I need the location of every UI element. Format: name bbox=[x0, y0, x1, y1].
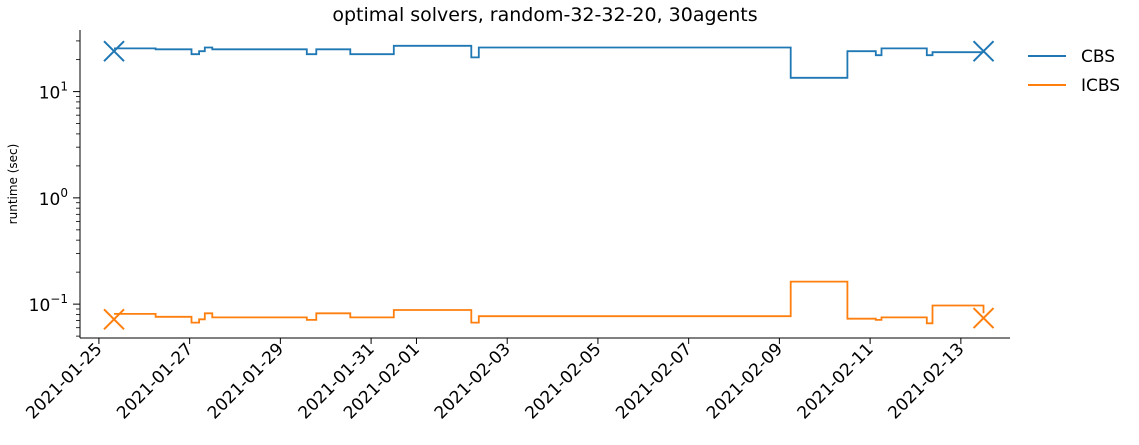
series-line-icbs bbox=[114, 280, 985, 325]
legend: CBS ICBS bbox=[1028, 47, 1120, 96]
end-marker-icbs bbox=[103, 308, 125, 330]
y-tick-label: 100 bbox=[39, 186, 68, 210]
x-tick-label: 2021-02-13 bbox=[884, 339, 968, 423]
y-ticks: 101 100 10−1 bbox=[29, 40, 80, 337]
y-tick-label: 10−1 bbox=[29, 292, 68, 316]
x-tick-label: 2021-01-29 bbox=[204, 339, 288, 423]
x-tick-label: 2021-02-03 bbox=[431, 339, 515, 423]
y-tick-label: 101 bbox=[39, 80, 68, 104]
chart-title: optimal solvers, random-32-32-20, 30agen… bbox=[332, 4, 757, 26]
x-tick-label: 2021-02-11 bbox=[794, 339, 878, 423]
x-tick-label: 2021-02-07 bbox=[612, 339, 696, 423]
series-line-cbs bbox=[114, 44, 984, 79]
x-ticks: 2021-01-25 2021-01-27 2021-01-29 2021-01-31… bbox=[22, 338, 968, 423]
x-tick-label: 2021-02-05 bbox=[521, 339, 605, 423]
end-marker-cbs bbox=[972, 40, 995, 62]
end-marker-icbs bbox=[972, 307, 995, 329]
x-tick-label: 2021-01-27 bbox=[113, 339, 197, 423]
x-tick-label: 2021-01-25 bbox=[22, 339, 106, 423]
legend-label-icbs: ICBS bbox=[1081, 76, 1120, 96]
x-tick-label: 2021-02-09 bbox=[703, 339, 787, 423]
end-marker-cbs bbox=[103, 40, 125, 62]
y-axis-label: runtime (sec) bbox=[6, 144, 20, 225]
legend-label-cbs: CBS bbox=[1081, 47, 1115, 67]
plot-area bbox=[103, 40, 995, 330]
